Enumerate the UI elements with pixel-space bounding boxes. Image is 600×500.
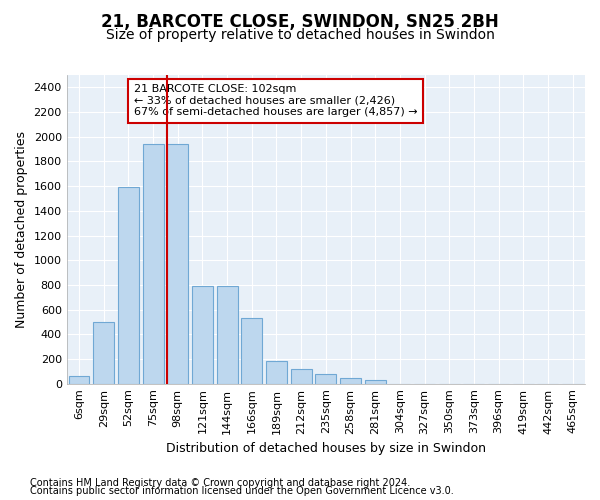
Text: 21 BARCOTE CLOSE: 102sqm
← 33% of detached houses are smaller (2,426)
67% of sem: 21 BARCOTE CLOSE: 102sqm ← 33% of detach…: [134, 84, 418, 117]
Bar: [316, 374, 337, 384]
Bar: [143, 144, 164, 384]
Text: Contains HM Land Registry data © Crown copyright and database right 2024.: Contains HM Land Registry data © Crown c…: [30, 478, 410, 488]
Bar: [118, 188, 139, 384]
Text: Contains public sector information licensed under the Open Government Licence v3: Contains public sector information licen…: [30, 486, 454, 496]
Text: 21, BARCOTE CLOSE, SWINDON, SN25 2BH: 21, BARCOTE CLOSE, SWINDON, SN25 2BH: [101, 12, 499, 30]
Bar: [266, 362, 287, 384]
Bar: [68, 376, 89, 384]
Bar: [192, 286, 213, 384]
Bar: [365, 380, 386, 384]
X-axis label: Distribution of detached houses by size in Swindon: Distribution of detached houses by size …: [166, 442, 486, 455]
Text: Size of property relative to detached houses in Swindon: Size of property relative to detached ho…: [106, 28, 494, 42]
Bar: [167, 144, 188, 384]
Bar: [93, 322, 114, 384]
Y-axis label: Number of detached properties: Number of detached properties: [15, 131, 28, 328]
Bar: [290, 369, 311, 384]
Bar: [217, 286, 238, 384]
Bar: [340, 378, 361, 384]
Bar: [241, 318, 262, 384]
